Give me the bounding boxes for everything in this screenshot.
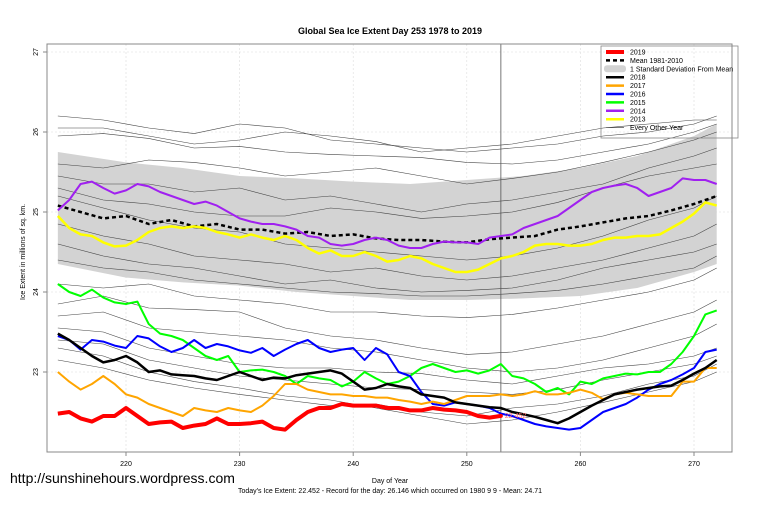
other-year-line xyxy=(57,243,717,293)
y-tick-label: 25 xyxy=(33,208,40,216)
plot-frame xyxy=(46,43,733,453)
other-year-line xyxy=(57,311,717,373)
legend-label: 2015 xyxy=(630,100,646,107)
other-year-line xyxy=(57,255,717,297)
series-line-2013 xyxy=(56,201,718,274)
std-band-layer xyxy=(57,124,717,300)
series-line-mean-1981-2010 xyxy=(57,194,718,244)
legend-box xyxy=(600,45,739,139)
legend-label: Mean 1981-2010 xyxy=(630,58,683,65)
x-tick-label: 250 xyxy=(461,461,473,468)
other-year-line xyxy=(57,131,717,185)
other-year-line xyxy=(57,163,717,219)
y-tick-label: 27 xyxy=(33,48,40,56)
other-year-line xyxy=(57,295,717,355)
y-tick-label: 23 xyxy=(33,368,40,376)
series-line-2015 xyxy=(57,283,718,396)
legend-label: 2017 xyxy=(630,83,646,90)
legend-swatch xyxy=(604,65,626,73)
y-tick-label: 24 xyxy=(33,288,40,296)
legend-label: Every Other Year xyxy=(630,125,684,132)
y-tick-label: 26 xyxy=(33,128,40,136)
end-point-2019 xyxy=(498,413,503,418)
watermark: http://sunshinehours.wordpress.com xyxy=(10,470,235,486)
chart-title: Global Sea Ice Extent Day 253 1978 to 20… xyxy=(298,26,482,36)
series-line-2019 xyxy=(57,402,502,432)
x-axis-label: Day of Year xyxy=(372,478,409,485)
other-year-line xyxy=(57,267,717,318)
y-axis-label: Ice Extent in millions of sq. km. xyxy=(20,204,27,300)
legend-label: 2013 xyxy=(630,117,646,124)
other-year-line xyxy=(57,195,717,261)
legend-label: 2019 xyxy=(630,50,646,57)
other-year-line xyxy=(57,123,717,165)
x-tick-label: 240 xyxy=(347,461,359,468)
other-year-line xyxy=(57,347,717,425)
legend-label: 1 Standard Deviation From Mean xyxy=(630,66,733,73)
legend-label: 2014 xyxy=(630,108,646,115)
other-year-line xyxy=(57,339,717,395)
series-line-2016 xyxy=(57,335,717,431)
series-line-2014 xyxy=(57,177,718,249)
x-tick-label: 230 xyxy=(234,461,246,468)
x-tick-label: 260 xyxy=(575,461,587,468)
series-line-2018 xyxy=(57,332,718,425)
axes: 220 230 240 250 260 270 23 24 25 26 27 xyxy=(33,43,733,468)
footnote: Today's Ice Extent: 22.452 - Record for … xyxy=(238,488,542,495)
std-band xyxy=(57,124,717,300)
legend-label: 2018 xyxy=(630,75,646,82)
other-year-line xyxy=(57,147,717,213)
other-years-layer xyxy=(57,44,717,452)
x-tick-label: 220 xyxy=(120,461,132,468)
x-tick-label: 270 xyxy=(688,461,700,468)
legend-label: 2016 xyxy=(630,92,646,99)
other-year-line xyxy=(57,119,717,153)
other-year-line xyxy=(57,223,717,281)
series-layer: 22.452 xyxy=(56,177,718,432)
other-year-line xyxy=(57,115,717,153)
end-label-2019: 22.452 xyxy=(505,413,527,420)
